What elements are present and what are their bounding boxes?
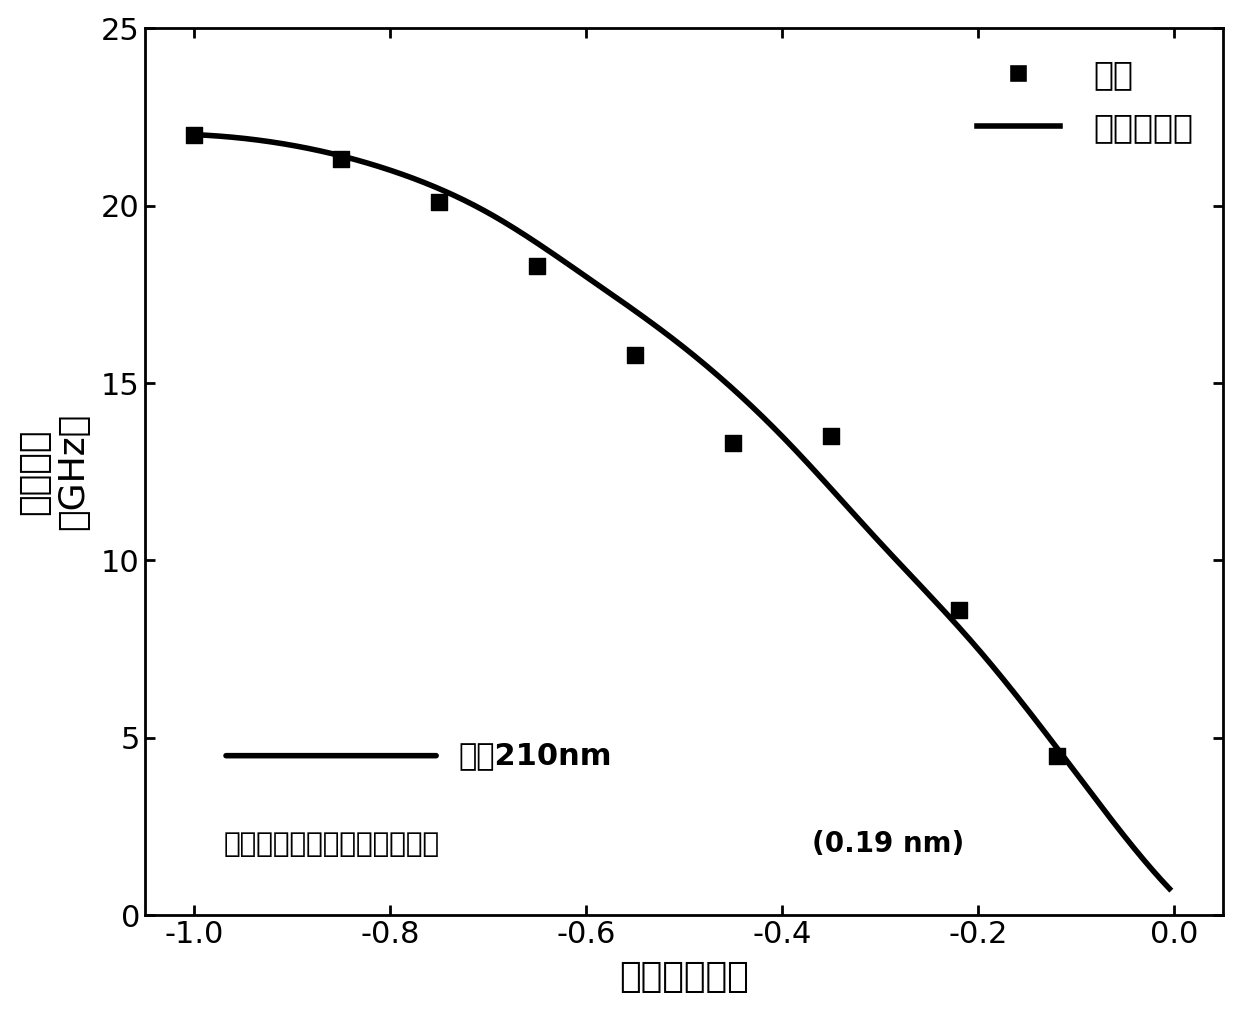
Text: (0.19 nm): (0.19 nm) bbox=[811, 830, 963, 858]
Legend: 实验, 数値解拟合: 实验, 数値解拟合 bbox=[963, 44, 1207, 158]
Text: 石墨烯和金属接触的等效距离: 石墨烯和金属接触的等效距离 bbox=[223, 830, 439, 858]
Text: 栏长210nm: 栏长210nm bbox=[459, 741, 613, 770]
Point bbox=[527, 258, 547, 274]
Point bbox=[331, 152, 351, 168]
X-axis label: 本征源漏电压: 本征源漏电压 bbox=[619, 960, 749, 995]
Point bbox=[949, 603, 968, 619]
Text: 石墨烯和金属接触的等效距离(0.19 nm): 石墨烯和金属接触的等效距离(0.19 nm) bbox=[223, 830, 577, 858]
Point bbox=[184, 126, 203, 143]
Point bbox=[723, 436, 743, 452]
Text: 石墨烯和金属接触的等效距离: 石墨烯和金属接触的等效距离 bbox=[223, 830, 439, 858]
Point bbox=[625, 347, 645, 363]
Y-axis label: 截止频率
（GHz）: 截止频率 （GHz） bbox=[16, 413, 91, 531]
Point bbox=[429, 194, 449, 210]
Point bbox=[1047, 747, 1066, 763]
Point bbox=[821, 429, 841, 445]
